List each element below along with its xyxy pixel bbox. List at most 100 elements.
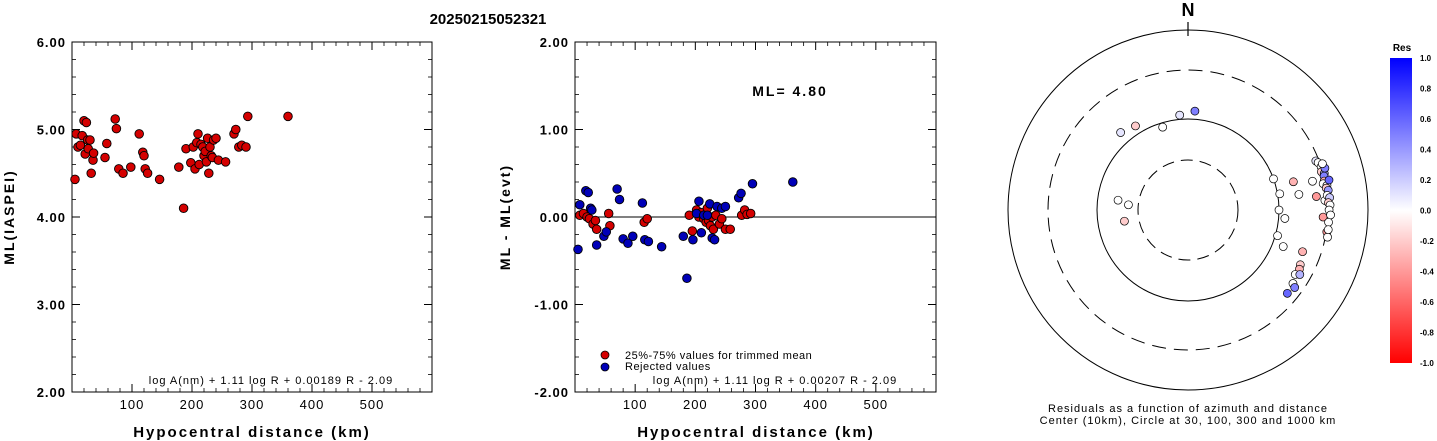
legend-label-trimmed: 25%-75% values for trimmed mean: [625, 350, 812, 362]
data-point: [573, 244, 583, 255]
station-point: [1324, 175, 1334, 185]
data-point: [702, 210, 713, 220]
data-point: [231, 124, 241, 135]
legend-marker-trimmed: [600, 350, 610, 360]
azimuth-caption-line1: Residuals as a function of azimuth and d…: [1048, 403, 1328, 415]
left-plot-ticks: 100 200 300 400 500 2.00 3.00 4.00 5.00 6.00: [37, 35, 432, 412]
data-point: [178, 203, 189, 213]
colorbar-tick-label: 0.2: [1420, 176, 1432, 185]
colorbar-tick-label: -0.2: [1420, 237, 1434, 246]
x-tick-label: 400: [300, 397, 325, 412]
x-tick-label: 100: [623, 397, 648, 412]
y-tick-label: 5.00: [37, 123, 66, 138]
data-point: [575, 199, 585, 210]
station-point: [1113, 195, 1123, 205]
colorbar-tick-label: 1.0: [1420, 54, 1432, 63]
left-plot: 100 200 300 400 500 2.00 3.00 4.00 5.00 6.00 Hypo…: [1, 35, 433, 441]
legend-label-rejected: Rejected values: [625, 361, 711, 373]
colorbar-ticks: 1.0 0.8 0.6 0.4 0.2 0.0 -0.2 -0.4 -0.6 -0.8 -1.0: [1420, 54, 1434, 368]
y-tick-label: 2.00: [540, 35, 569, 50]
colorbar-gradient: [1390, 58, 1412, 363]
station-point: [1131, 121, 1140, 131]
y-tick-label: 0.00: [540, 210, 569, 225]
data-point: [583, 187, 593, 198]
data-point: [623, 238, 633, 248]
data-point: [788, 177, 798, 187]
station-point: [1273, 231, 1282, 241]
station-point: [1298, 247, 1307, 257]
data-point: [283, 111, 293, 122]
station-point: [1124, 200, 1133, 210]
station-point: [1323, 225, 1333, 235]
data-point: [88, 148, 99, 158]
data-point: [717, 213, 727, 224]
data-point: [587, 205, 597, 215]
colorbar-tick-label: 0.4: [1420, 146, 1432, 155]
station-point: [1269, 174, 1278, 184]
left-plot-frame: [71, 41, 433, 393]
station-point: [1318, 159, 1327, 169]
colorbar-tick-label: -1.0: [1420, 359, 1434, 368]
data-point: [694, 196, 704, 206]
colorbar-tick-label: 0.0: [1420, 207, 1432, 216]
north-label: N: [1182, 0, 1195, 20]
data-point: [142, 168, 153, 178]
figure-title: 20250215052321: [430, 11, 547, 28]
middle-plot-ylabel: ML - ML(evt): [497, 164, 513, 270]
x-tick-label: 200: [683, 397, 708, 412]
station-point: [1280, 214, 1290, 223]
data-point: [75, 140, 86, 150]
middle-plot-ticks: 100 200 300 400 500 -2.00 -1.00 0.00 1.00 2.00: [534, 35, 936, 412]
colorbar-tick-label: -0.4: [1420, 268, 1434, 277]
x-tick-label: 100: [120, 397, 145, 412]
station-point: [1289, 177, 1298, 187]
y-tick-label: 4.00: [37, 210, 66, 225]
data-point: [110, 114, 120, 124]
station-point: [1275, 189, 1285, 199]
ring-1000km: [1007, 29, 1369, 391]
station-point: [1312, 192, 1321, 201]
data-point: [174, 162, 184, 172]
y-tick-label: 6.00: [37, 35, 66, 50]
colorbar-tick-label: -0.6: [1420, 298, 1434, 307]
data-point: [720, 201, 731, 212]
data-point: [736, 188, 746, 199]
x-tick-label: 500: [863, 397, 888, 412]
colorbar-tick-label: -0.8: [1420, 329, 1434, 338]
data-point: [656, 241, 667, 252]
data-point: [614, 194, 625, 205]
data-point: [696, 227, 707, 238]
data-point: [745, 208, 756, 219]
station-point: [1290, 283, 1300, 292]
data-point: [637, 198, 648, 208]
colorbar-title: Res: [1393, 43, 1412, 54]
y-tick-label: 3.00: [37, 298, 66, 313]
left-plot-xlabel: Hypocentral distance (km): [133, 424, 371, 441]
colorbar-tick-label: 0.6: [1420, 115, 1432, 124]
data-point: [628, 231, 638, 241]
ring-300km: [1047, 69, 1329, 351]
x-tick-label: 300: [743, 397, 768, 412]
data-point: [643, 236, 654, 247]
y-tick-label: 2.00: [37, 385, 66, 400]
data-point: [590, 215, 601, 226]
data-point: [241, 142, 251, 152]
station-point: [1295, 270, 1305, 279]
data-point: [642, 213, 652, 224]
data-point: [591, 224, 602, 234]
data-point: [86, 168, 96, 178]
data-point: [211, 133, 221, 143]
station-point: [1116, 128, 1125, 137]
legend-marker-rejected: [600, 362, 610, 372]
azimuth-plot: N Residuals as a function of azimuth and…: [1007, 0, 1369, 427]
azimuth-plot-points: [1113, 106, 1335, 298]
colorbar-tick-label: 0.8: [1420, 85, 1432, 94]
station-point: [1308, 176, 1317, 186]
data-point: [243, 111, 253, 122]
data-point: [139, 150, 149, 161]
data-point: [709, 234, 720, 245]
station-point: [1324, 217, 1333, 227]
data-point: [612, 184, 622, 194]
station-point: [1294, 190, 1304, 199]
